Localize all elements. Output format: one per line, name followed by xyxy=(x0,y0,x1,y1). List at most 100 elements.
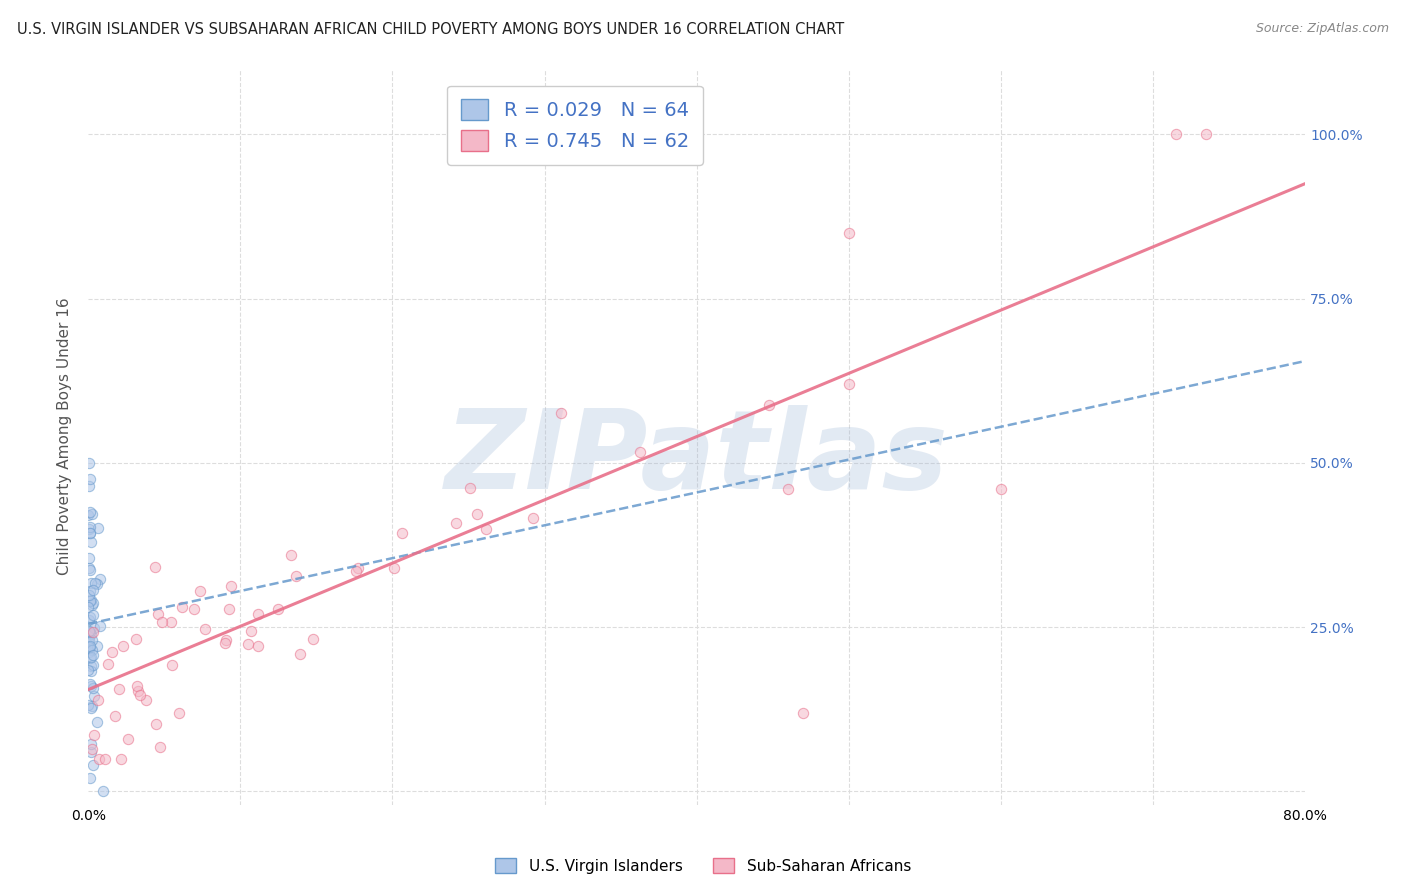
Point xyxy=(188,583,211,598)
Point xyxy=(135,693,157,707)
Point xyxy=(143,560,166,574)
Point xyxy=(79,624,101,638)
Point xyxy=(79,625,101,640)
Point xyxy=(79,640,101,654)
Point xyxy=(170,599,193,614)
Point xyxy=(77,632,100,647)
Point xyxy=(169,706,191,721)
Point xyxy=(77,550,100,565)
Point xyxy=(82,657,104,672)
Point xyxy=(79,639,101,653)
Point xyxy=(80,599,103,613)
Point xyxy=(84,575,107,590)
Point xyxy=(239,624,262,638)
Point xyxy=(80,742,103,756)
Point xyxy=(990,482,1012,496)
Point xyxy=(77,634,100,648)
Point xyxy=(125,632,148,646)
Point xyxy=(80,592,103,607)
Point xyxy=(266,602,288,616)
Point xyxy=(80,737,103,751)
Point xyxy=(82,624,104,639)
Point xyxy=(79,472,101,486)
Point xyxy=(79,677,101,691)
Point xyxy=(215,633,238,648)
Point xyxy=(77,640,100,654)
Point xyxy=(77,561,100,575)
Point xyxy=(77,663,100,677)
Point xyxy=(79,584,101,599)
Point xyxy=(444,516,467,530)
Point xyxy=(82,608,104,623)
Point xyxy=(101,645,124,659)
Point xyxy=(77,613,100,627)
Point xyxy=(82,648,104,663)
Point xyxy=(838,226,860,240)
Point xyxy=(80,701,103,715)
Point xyxy=(474,522,496,536)
Point xyxy=(86,639,108,653)
Point xyxy=(117,732,139,747)
Point xyxy=(247,607,270,621)
Point xyxy=(77,698,100,712)
Point xyxy=(79,519,101,533)
Point xyxy=(80,535,103,549)
Point xyxy=(183,602,205,616)
Point xyxy=(82,582,104,597)
Point xyxy=(79,525,101,540)
Point xyxy=(80,679,103,693)
Point xyxy=(83,621,105,635)
Point xyxy=(467,507,489,521)
Point xyxy=(391,526,413,541)
Point xyxy=(214,636,236,650)
Point xyxy=(344,565,367,579)
Point xyxy=(79,522,101,536)
Point xyxy=(159,615,181,629)
Point xyxy=(280,549,302,563)
Point xyxy=(1195,127,1218,141)
Point xyxy=(149,740,172,755)
Point xyxy=(79,659,101,673)
Point xyxy=(550,406,572,420)
Legend: R = 0.029   N = 64, R = 0.745   N = 62: R = 0.029 N = 64, R = 0.745 N = 62 xyxy=(447,86,703,165)
Point xyxy=(127,679,149,693)
Point xyxy=(77,508,100,523)
Point xyxy=(79,505,101,519)
Point xyxy=(80,665,103,679)
Point xyxy=(246,640,269,654)
Point xyxy=(79,576,101,591)
Point xyxy=(86,577,108,591)
Point xyxy=(127,684,149,698)
Point xyxy=(97,657,120,671)
Text: U.S. VIRGIN ISLANDER VS SUBSAHARAN AFRICAN CHILD POVERTY AMONG BOYS UNDER 16 COR: U.S. VIRGIN ISLANDER VS SUBSAHARAN AFRIC… xyxy=(17,22,844,37)
Point xyxy=(91,784,114,798)
Point xyxy=(80,746,103,760)
Point xyxy=(80,650,103,665)
Point xyxy=(87,693,110,707)
Point xyxy=(778,482,800,496)
Point xyxy=(80,508,103,522)
Point xyxy=(86,714,108,729)
Point xyxy=(79,645,101,659)
Point xyxy=(82,596,104,610)
Point xyxy=(128,688,150,702)
Text: Source: ZipAtlas.com: Source: ZipAtlas.com xyxy=(1256,22,1389,36)
Point xyxy=(82,681,104,695)
Point xyxy=(82,642,104,657)
Point xyxy=(79,479,101,493)
Point xyxy=(285,569,308,583)
Point xyxy=(82,758,104,772)
Point xyxy=(522,511,544,525)
Point xyxy=(628,444,651,458)
Point xyxy=(382,561,405,575)
Point xyxy=(87,521,110,535)
Point xyxy=(89,751,111,765)
Point xyxy=(219,579,242,593)
Point xyxy=(77,588,100,602)
Point xyxy=(79,772,101,786)
Point xyxy=(104,708,127,723)
Point xyxy=(80,626,103,640)
Point xyxy=(236,637,259,651)
Point xyxy=(79,651,101,665)
Point xyxy=(290,647,312,661)
